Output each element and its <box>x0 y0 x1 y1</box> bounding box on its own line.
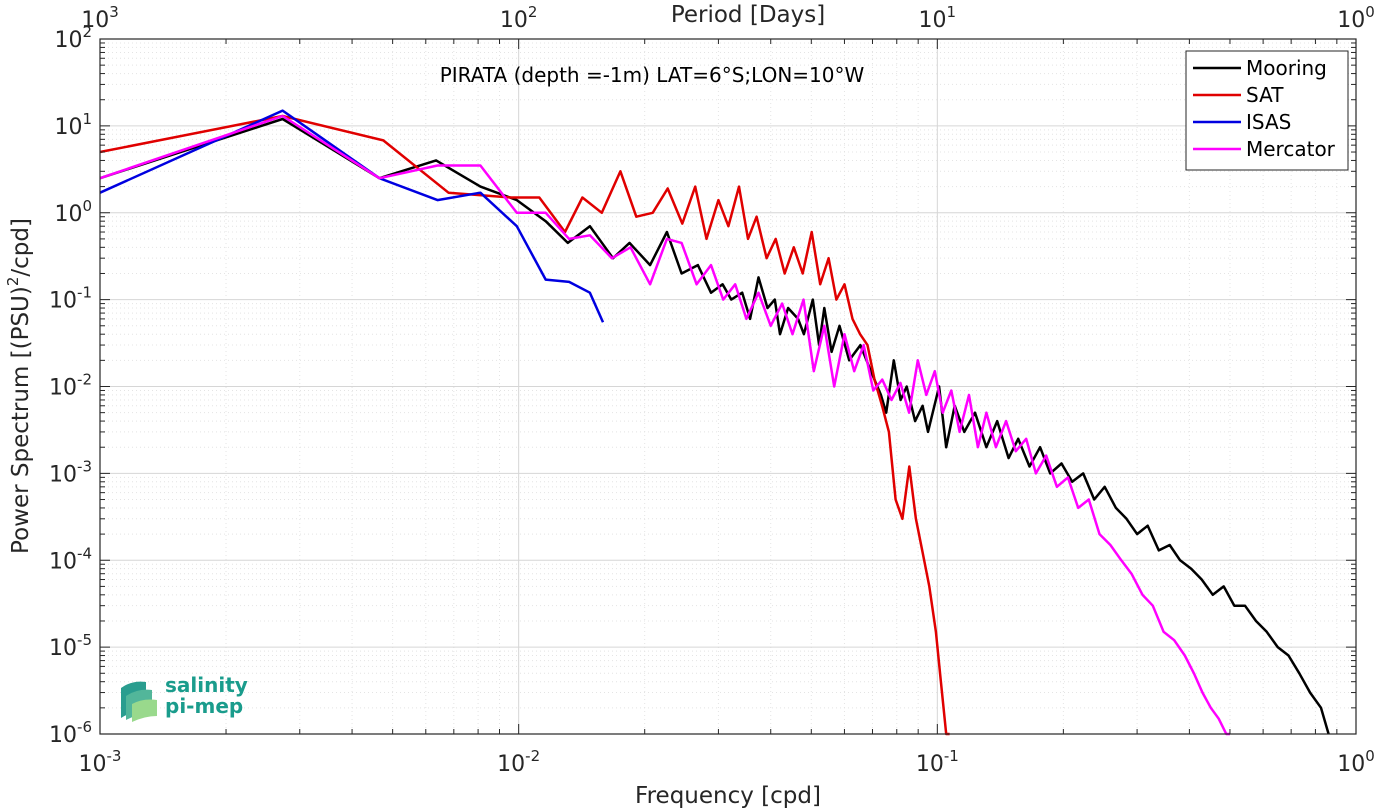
y-tick-label: 10-6 <box>49 718 92 748</box>
top-axis-label: Period [Days] <box>671 2 825 28</box>
legend-label: ISAS <box>1246 110 1291 134</box>
x-axis-label: Frequency [cpd] <box>635 783 821 809</box>
x-tick-label: 10-3 <box>79 747 122 777</box>
y-axis-label-main: Power Spectrum [(PSU) <box>8 286 34 554</box>
y-tick-label: 101 <box>54 110 92 140</box>
series-line-mooring <box>99 117 1330 735</box>
series-line-sat <box>99 114 950 736</box>
top-tick-label: 101 <box>919 3 957 33</box>
legend-label: SAT <box>1246 83 1284 107</box>
series-line-mercator <box>99 114 1230 736</box>
x-tick-label: 100 <box>1337 747 1375 777</box>
legend: Mooring SAT ISAS Mercator <box>1185 50 1349 171</box>
y-axis-label: Power Spectrum [(PSU)2/cpd] <box>4 218 34 554</box>
y-tick-label: 10-4 <box>49 544 92 574</box>
series-line-isas <box>99 109 605 323</box>
top-tick-label: 100 <box>1337 3 1375 33</box>
legend-label: Mercator <box>1246 137 1336 161</box>
series-layer <box>99 109 1330 736</box>
y-tick-label: 100 <box>54 197 92 227</box>
y-axis-label-exponent: 2 <box>4 277 22 287</box>
top-tick-label: 103 <box>81 3 119 33</box>
chart-title: PIRATA (depth =-1m) LAT=6°S;LON=10°W <box>440 63 865 87</box>
x-tick-label: 10-2 <box>497 747 540 777</box>
y-tick-label: 10-5 <box>49 631 92 661</box>
salinity-pi-mep-logo: salinity pi-mep <box>121 673 248 722</box>
y-tick-label: 10-3 <box>49 457 92 487</box>
y-axis-label-unit: /cpd] <box>8 218 34 277</box>
y-tick-label: 10-1 <box>49 284 92 314</box>
grid <box>99 39 1356 735</box>
y-tick-label: 102 <box>54 23 92 53</box>
x-tick-label: 10-1 <box>916 747 959 777</box>
logo-text-pi-mep: pi-mep <box>165 694 243 718</box>
logo-mark <box>121 681 157 722</box>
top-tick-label: 102 <box>500 3 538 33</box>
logo-text-salinity: salinity <box>165 673 248 697</box>
y-tick-label: 10-2 <box>49 371 92 401</box>
legend-label: Mooring <box>1246 56 1327 80</box>
